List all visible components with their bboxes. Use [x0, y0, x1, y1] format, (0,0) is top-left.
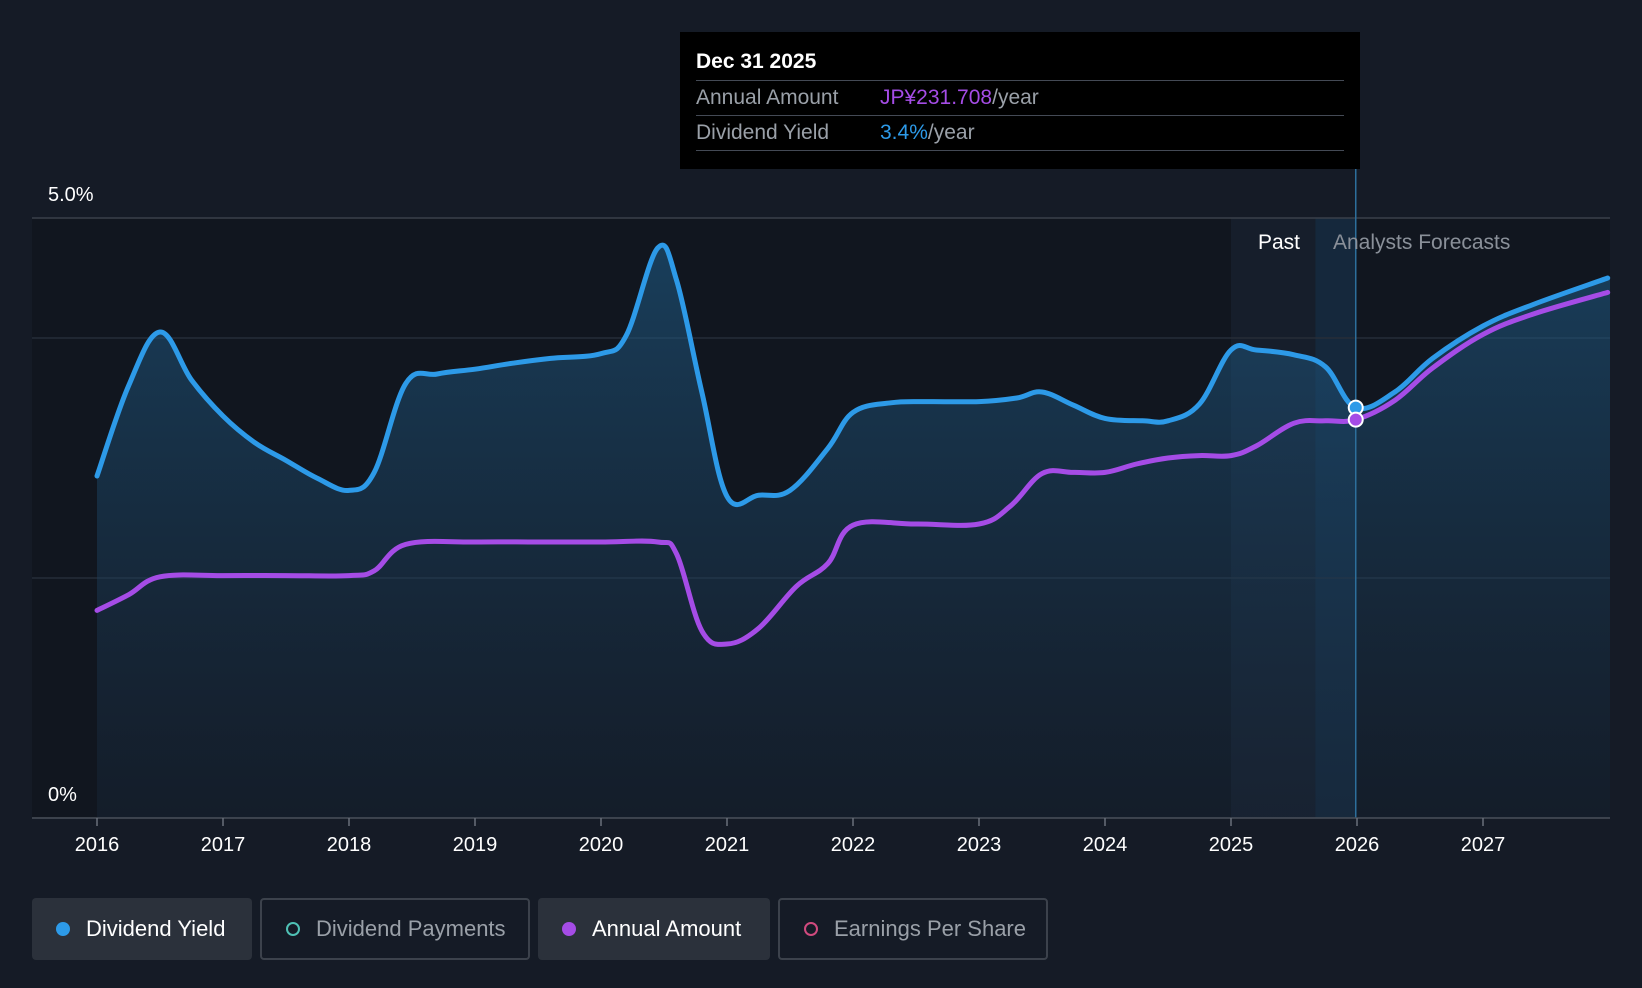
legend-dividend-payments-label: Dividend Payments — [316, 916, 506, 941]
legend-earnings-per-share[interactable]: Earnings Per Share — [778, 898, 1048, 960]
legend-dividend-payments[interactable]: Dividend Payments — [260, 898, 530, 960]
x-tick-label: 2020 — [579, 834, 624, 856]
annual-hover-point — [1347, 411, 1364, 428]
tooltip-yield-row: Dividend Yield 3.4%/year — [696, 115, 1344, 151]
legend-dividend-yield-icon — [56, 922, 70, 936]
legend-annual-amount[interactable]: Annual Amount — [538, 898, 770, 960]
dividend-yield-line — [94, 242, 1611, 507]
legend-dividend-payments-icon — [286, 922, 300, 936]
legend-dividend-yield-label: Dividend Yield — [86, 916, 226, 941]
x-tick-label: 2025 — [1209, 834, 1254, 856]
x-tick-label: 2016 — [75, 834, 120, 856]
tooltip-date: Dec 31 2025 — [696, 50, 817, 73]
tooltip-yield-label: Dividend Yield — [696, 121, 830, 144]
tooltip-annual-label: Annual Amount — [696, 86, 839, 109]
tooltip-annual-unit: /year — [992, 86, 1039, 109]
legend-earnings-per-share-icon — [804, 922, 818, 936]
dividend-yield-area — [97, 245, 1610, 818]
x-tick-label: 2027 — [1461, 834, 1506, 856]
tooltip-annual-value: JP¥231.708 — [880, 86, 993, 109]
y-tick-label: 5.0% — [48, 184, 94, 206]
x-tick-label: 2018 — [327, 834, 372, 856]
past-label: Past — [1258, 231, 1300, 254]
x-tick-label: 2024 — [1083, 834, 1128, 856]
tooltip-yield-unit: /year — [927, 121, 975, 144]
x-tick-label: 2022 — [831, 834, 876, 856]
legend-dividend-yield[interactable]: Dividend Yield — [32, 898, 252, 960]
legend-earnings-per-share-label: Earnings Per Share — [834, 916, 1026, 941]
chart-tooltip: Dec 31 2025 Annual Amount JP¥231.708/yea… — [680, 32, 1360, 169]
x-tick-label: 2019 — [453, 834, 498, 856]
tooltip-annual-row: Annual Amount JP¥231.708/year — [696, 80, 1344, 115]
forecast-label: Analysts Forecasts — [1333, 231, 1510, 254]
legend-annual-amount-icon — [562, 922, 576, 936]
x-tick-label: 2021 — [705, 834, 750, 856]
tooltip-yield-value: 3.4% — [880, 121, 928, 144]
x-tick-label: 2026 — [1335, 834, 1380, 856]
legend-annual-amount-label: Annual Amount — [592, 916, 742, 941]
y-tick-label: 0% — [48, 784, 77, 806]
x-tick-label: 2023 — [957, 834, 1002, 856]
x-tick-label: 2017 — [201, 834, 246, 856]
annual-amount-line — [94, 289, 1611, 647]
